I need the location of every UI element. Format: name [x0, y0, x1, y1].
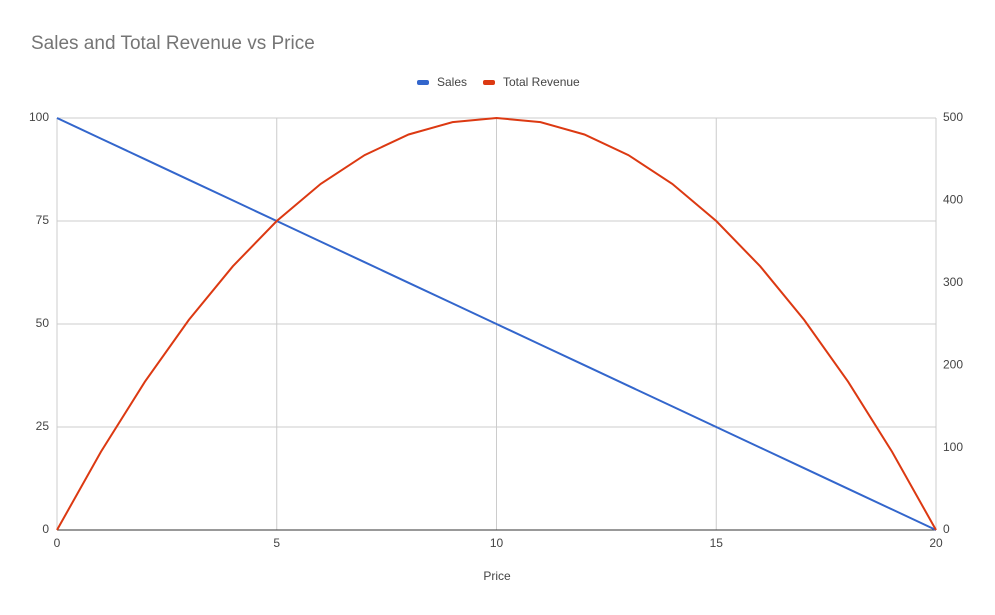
y2-tick-label: 200: [943, 357, 963, 371]
y2-tick-label: 300: [943, 275, 963, 289]
legend-label: Sales: [437, 75, 467, 89]
legend-swatch: [417, 80, 429, 85]
y2-tick-label: 400: [943, 193, 963, 207]
series-line: [56, 117, 937, 531]
x-tick-label: 20: [929, 536, 943, 550]
y-tick-label: 25: [36, 419, 50, 433]
y-tick-label: 50: [36, 316, 50, 330]
x-tick-label: 15: [710, 536, 724, 550]
y-tick-label: 0: [42, 522, 49, 536]
y-tick-label: 75: [36, 213, 50, 227]
y2-tick-label: 0: [943, 522, 950, 536]
y2-tick-label: 500: [943, 110, 963, 124]
x-tick-label: 5: [273, 536, 280, 550]
x-tick-label: 10: [490, 536, 504, 550]
legend-swatch: [483, 80, 495, 85]
chart-title: Sales and Total Revenue vs Price: [31, 33, 315, 54]
y-tick-label: 100: [29, 110, 49, 124]
y2-tick-label: 100: [943, 440, 963, 454]
legend-label: Total Revenue: [503, 75, 580, 89]
x-axis-label: Price: [483, 569, 511, 583]
x-tick-label: 0: [54, 536, 61, 550]
series-line: [56, 116, 937, 531]
